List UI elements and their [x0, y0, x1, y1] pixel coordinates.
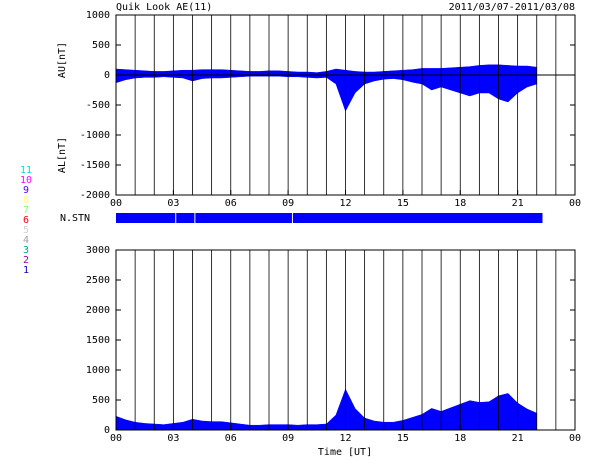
x-tick-label: 00 — [110, 198, 122, 209]
x-tick-label: 00 — [569, 198, 581, 209]
x-tick-label: 06 — [225, 198, 237, 209]
y-tick-label: 3000 — [86, 245, 110, 256]
x-tick-label: 06 — [225, 433, 237, 444]
x-tick-label: 03 — [167, 433, 179, 444]
chart-title: Quik Look AE(11) — [116, 2, 212, 13]
area — [115, 74, 537, 112]
x-tick-label: 12 — [339, 433, 351, 444]
x-tick-label: 00 — [110, 433, 122, 444]
station-bar — [292, 213, 543, 223]
legend-label: 7 — [23, 205, 29, 216]
y-tick-label: 500 — [92, 40, 110, 51]
x-tick-label: 00 — [569, 433, 581, 444]
area — [115, 64, 537, 76]
x-tick-label: 09 — [282, 433, 294, 444]
y-tick-label: -1500 — [80, 160, 110, 171]
y-axis-label: AU[nT] — [57, 42, 68, 78]
x-tick-label: 12 — [339, 198, 351, 209]
y-tick-label: 0 — [104, 425, 110, 436]
date-range: 2011/03/07-2011/03/08 — [449, 2, 575, 13]
x-tick-label: 21 — [512, 433, 524, 444]
legend-label: 2 — [23, 255, 29, 266]
y-axis-label: AL[nT] — [57, 137, 68, 173]
y-tick-label: 2000 — [86, 305, 110, 316]
plot-frame — [115, 14, 576, 196]
area — [115, 388, 537, 431]
legend-label: 1 — [23, 265, 29, 276]
x-tick-label: 15 — [397, 198, 409, 209]
x-axis-label: Time [UT] — [318, 447, 372, 458]
legend-label: 4 — [23, 235, 29, 246]
y-tick-label: 2500 — [86, 275, 110, 286]
legend-label: 9 — [23, 185, 29, 196]
legend-label: 10 — [20, 175, 32, 186]
y-tick-label: 1000 — [86, 10, 110, 21]
plot-frame — [115, 249, 576, 431]
x-tick-label: 21 — [512, 198, 524, 209]
y-tick-label: -500 — [86, 100, 110, 111]
x-tick-label: 03 — [167, 198, 179, 209]
station-bar — [195, 213, 292, 223]
x-tick-label: 09 — [282, 198, 294, 209]
legend-label: 6 — [23, 215, 29, 226]
station-label: N.STN — [60, 213, 90, 224]
y-tick-label: 500 — [92, 395, 110, 406]
legend-label: 8 — [23, 195, 29, 206]
x-tick-label: 18 — [454, 433, 466, 444]
legend-label: 11 — [20, 165, 32, 176]
x-tick-label: 18 — [454, 198, 466, 209]
legend-label: 5 — [23, 225, 29, 236]
y-tick-label: 1500 — [86, 335, 110, 346]
y-tick-label: 1000 — [86, 365, 110, 376]
y-tick-label: 0 — [104, 70, 110, 81]
y-tick-label: -1000 — [80, 130, 110, 141]
station-bar — [176, 213, 195, 223]
y-tick-label: -2000 — [80, 190, 110, 201]
x-tick-label: 15 — [397, 433, 409, 444]
legend-label: 3 — [23, 245, 29, 256]
station-bar — [116, 213, 176, 223]
